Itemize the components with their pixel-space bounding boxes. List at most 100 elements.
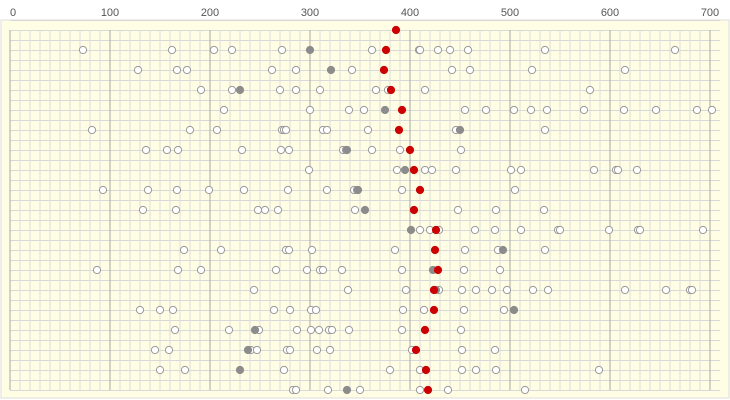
point bbox=[311, 305, 321, 315]
point bbox=[409, 205, 419, 215]
point bbox=[429, 305, 439, 315]
point bbox=[495, 265, 505, 275]
point bbox=[386, 85, 396, 95]
point bbox=[371, 85, 381, 95]
point bbox=[456, 145, 466, 155]
point bbox=[271, 265, 281, 275]
point bbox=[540, 125, 550, 135]
point bbox=[173, 265, 183, 275]
point bbox=[367, 45, 377, 55]
point bbox=[325, 345, 335, 355]
point bbox=[227, 85, 237, 95]
point bbox=[279, 365, 289, 375]
point bbox=[423, 385, 433, 395]
point bbox=[405, 145, 415, 155]
point bbox=[224, 325, 234, 335]
point bbox=[182, 65, 192, 75]
point bbox=[385, 365, 395, 375]
point bbox=[314, 325, 324, 335]
point bbox=[481, 105, 491, 115]
point bbox=[613, 165, 623, 175]
point bbox=[457, 285, 467, 295]
point bbox=[305, 45, 315, 55]
point bbox=[415, 185, 425, 195]
point bbox=[291, 385, 301, 395]
point bbox=[284, 245, 294, 255]
point bbox=[235, 365, 245, 375]
point bbox=[344, 325, 354, 335]
point bbox=[506, 165, 516, 175]
point bbox=[604, 225, 614, 235]
point bbox=[307, 245, 317, 255]
point bbox=[490, 345, 500, 355]
point bbox=[456, 325, 466, 335]
point bbox=[589, 165, 599, 175]
point bbox=[427, 165, 437, 175]
point bbox=[219, 105, 229, 115]
point bbox=[141, 145, 151, 155]
point bbox=[635, 225, 645, 235]
point bbox=[510, 185, 520, 195]
point bbox=[253, 205, 263, 215]
point bbox=[528, 285, 538, 295]
point bbox=[539, 205, 549, 215]
point bbox=[252, 345, 262, 355]
x-tick-label: 500 bbox=[501, 7, 519, 19]
point bbox=[164, 345, 174, 355]
point bbox=[87, 125, 97, 135]
point bbox=[392, 165, 402, 175]
point bbox=[249, 285, 259, 295]
point bbox=[172, 65, 182, 75]
point bbox=[291, 65, 301, 75]
point bbox=[455, 125, 465, 135]
point bbox=[227, 45, 237, 55]
point bbox=[397, 265, 407, 275]
point bbox=[594, 365, 604, 375]
point bbox=[579, 105, 589, 115]
point bbox=[698, 225, 708, 235]
point bbox=[267, 65, 277, 75]
point bbox=[457, 345, 467, 355]
point bbox=[237, 145, 247, 155]
point bbox=[209, 45, 219, 55]
point bbox=[400, 165, 410, 175]
point bbox=[342, 145, 352, 155]
point bbox=[168, 305, 178, 315]
point bbox=[670, 45, 680, 55]
point bbox=[520, 385, 530, 395]
point bbox=[250, 325, 260, 335]
point bbox=[269, 305, 279, 315]
point bbox=[542, 105, 552, 115]
point bbox=[687, 285, 697, 295]
point bbox=[212, 125, 222, 135]
point bbox=[420, 165, 430, 175]
point bbox=[185, 125, 195, 135]
point bbox=[447, 65, 457, 75]
point bbox=[430, 245, 440, 255]
x-tick-label: 700 bbox=[701, 7, 719, 19]
point bbox=[292, 325, 302, 335]
point bbox=[429, 285, 439, 295]
point bbox=[171, 205, 181, 215]
point bbox=[353, 185, 363, 195]
point bbox=[322, 185, 332, 195]
point bbox=[281, 125, 291, 135]
x-tick-label: 600 bbox=[601, 7, 619, 19]
point bbox=[470, 225, 480, 235]
point bbox=[397, 105, 407, 115]
point bbox=[420, 85, 430, 95]
point bbox=[459, 305, 469, 315]
point bbox=[98, 185, 108, 195]
point bbox=[239, 185, 249, 195]
point bbox=[394, 125, 404, 135]
point bbox=[391, 25, 401, 35]
point bbox=[415, 225, 425, 235]
point bbox=[453, 205, 463, 215]
point bbox=[312, 345, 322, 355]
point bbox=[172, 185, 182, 195]
point bbox=[619, 105, 629, 115]
point bbox=[463, 45, 473, 55]
point bbox=[302, 265, 312, 275]
point bbox=[491, 365, 501, 375]
